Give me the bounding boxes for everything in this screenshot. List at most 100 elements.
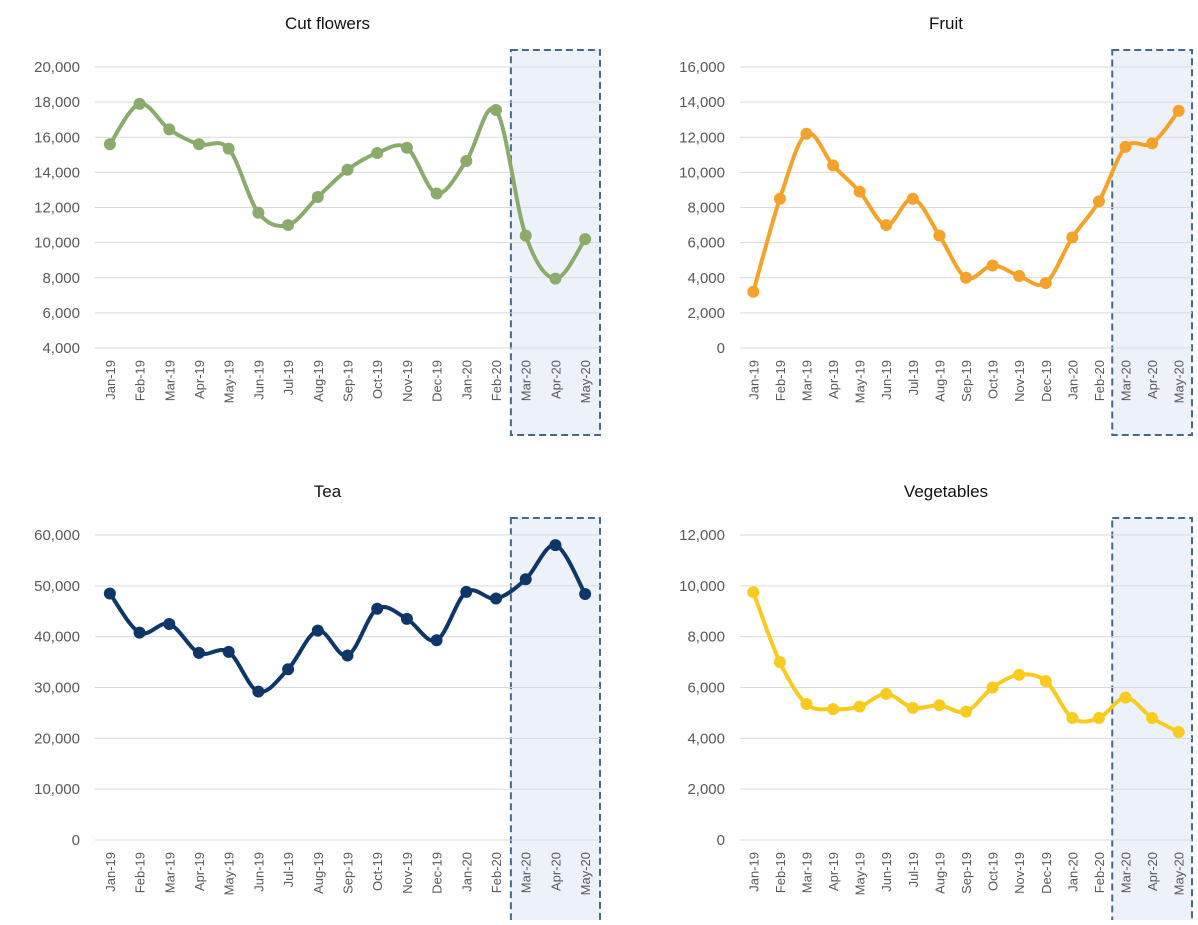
data-point	[1172, 104, 1185, 117]
data-point	[1039, 675, 1052, 688]
x-tick-label: May-20	[578, 360, 593, 403]
x-tick-label: Apr-19	[826, 360, 841, 399]
x-tick-label: Sep-19	[341, 852, 356, 894]
y-tick-label: 2,000	[687, 781, 725, 798]
x-tick-label: Nov-19	[1012, 360, 1027, 402]
x-tick-label: Mar-20	[1119, 852, 1134, 893]
data-point	[1013, 668, 1026, 681]
data-point	[933, 699, 946, 712]
x-tick-label: Oct-19	[986, 852, 1001, 891]
y-tick-label: 4,000	[687, 730, 725, 747]
x-tick-label: May-19	[222, 360, 237, 403]
x-tick-label: Mar-20	[519, 360, 534, 401]
x-tick-label: Aug-19	[932, 360, 947, 402]
data-point	[880, 687, 893, 700]
x-tick-label: Feb-19	[773, 360, 788, 401]
y-tick-label: 14,000	[34, 164, 80, 181]
x-tick-label: Sep-19	[959, 360, 974, 402]
data-point	[400, 141, 413, 154]
y-tick-label: 50,000	[34, 578, 80, 595]
data-point	[133, 97, 146, 110]
y-tick-label: 8,000	[687, 629, 725, 646]
data-point	[460, 585, 473, 598]
y-tick-label: 4,000	[687, 270, 725, 287]
y-tick-label: 10,000	[34, 781, 80, 798]
data-point	[341, 649, 354, 662]
y-tick-label: 12,000	[679, 527, 725, 544]
x-tick-label: Jan-19	[746, 852, 761, 892]
chart-panel: Vegetables 0 2,000 4,000 6,000 8,000 10,000 12,…	[679, 482, 1194, 925]
data-point	[933, 229, 946, 242]
data-point	[960, 271, 972, 284]
data-point	[853, 185, 866, 198]
x-tick-label: Apr-20	[1145, 360, 1160, 399]
x-tick-label: May-19	[222, 852, 237, 895]
x-tick-label: Nov-19	[400, 852, 415, 894]
x-tick-label: Apr-20	[1145, 852, 1160, 891]
data-point	[430, 634, 443, 647]
y-tick-label: 8,000	[687, 200, 725, 217]
x-tick-label: Dec-19	[1039, 852, 1054, 894]
x-tick-label: Apr-19	[826, 852, 841, 891]
x-tick-label: Jul-19	[906, 852, 921, 887]
x-tick-label: Jul-19	[281, 360, 296, 395]
data-point	[853, 700, 866, 713]
data-point	[800, 698, 813, 711]
x-tick-label: Oct-19	[370, 852, 385, 891]
x-tick-label: May-20	[1172, 360, 1187, 403]
data-point	[371, 147, 384, 160]
y-tick-label: 8,000	[42, 270, 80, 287]
x-tick-label: Feb-20	[489, 360, 504, 401]
data-point	[1172, 725, 1185, 738]
x-tick-label: Aug-19	[932, 852, 947, 894]
x-tick-label: Jan-20	[459, 852, 474, 892]
x-tick-label: May-20	[578, 852, 593, 895]
x-tick-label: Dec-19	[1039, 360, 1054, 402]
x-tick-label: Apr-19	[192, 360, 207, 399]
x-tick-label: Mar-20	[519, 852, 534, 893]
y-tick-label: 10,000	[679, 578, 725, 595]
y-tick-label: 2,000	[687, 305, 725, 322]
x-tick-label: Feb-19	[773, 852, 788, 893]
x-tick-label: Jun-19	[879, 852, 894, 892]
data-point	[773, 656, 786, 669]
chart-panel: Tea 0 10,000 20,000 30,000 40,000 50,000 60,000…	[34, 482, 601, 925]
x-tick-label: Apr-20	[548, 360, 563, 399]
y-tick-label: 10,000	[679, 164, 725, 181]
data-point	[747, 586, 760, 599]
x-tick-label: May-20	[1172, 852, 1187, 895]
data-point	[1092, 195, 1105, 208]
data-point	[1119, 691, 1132, 704]
x-tick-label: Sep-19	[341, 360, 356, 402]
y-tick-label: 60,000	[34, 527, 80, 544]
y-tick-label: 6,000	[687, 235, 725, 252]
x-tick-label: Feb-20	[1092, 360, 1107, 401]
data-point	[906, 192, 919, 205]
data-point	[252, 206, 265, 219]
y-tick-label: 16,000	[34, 129, 80, 146]
x-tick-label: Jul-19	[281, 852, 296, 887]
y-tick-label: 6,000	[687, 680, 725, 697]
x-tick-label: Dec-19	[430, 360, 445, 402]
x-tick-label: Jan-20	[1065, 852, 1080, 892]
x-tick-label: Feb-19	[133, 852, 148, 893]
data-point	[430, 187, 443, 200]
data-point	[880, 219, 893, 232]
chart-title: Cut flowers	[285, 14, 370, 33]
y-tick-label: 16,000	[679, 59, 725, 76]
data-point	[1119, 140, 1132, 153]
x-tick-label: Mar-19	[799, 360, 814, 401]
data-point	[747, 285, 760, 298]
x-tick-label: Jun-19	[879, 360, 894, 400]
x-tick-label: May-19	[853, 360, 868, 403]
data-point	[1146, 712, 1159, 724]
x-tick-label: Jan-20	[1065, 360, 1080, 400]
x-tick-label: Dec-19	[430, 852, 445, 894]
data-point	[133, 626, 146, 639]
chart-panel: Cut flowers 4,000 6,000 8,000 10,000 12,000 14…	[34, 14, 601, 436]
y-tick-label: 12,000	[679, 129, 725, 146]
y-tick-label: 14,000	[679, 94, 725, 111]
data-point	[371, 602, 384, 615]
x-tick-label: Apr-19	[192, 852, 207, 891]
